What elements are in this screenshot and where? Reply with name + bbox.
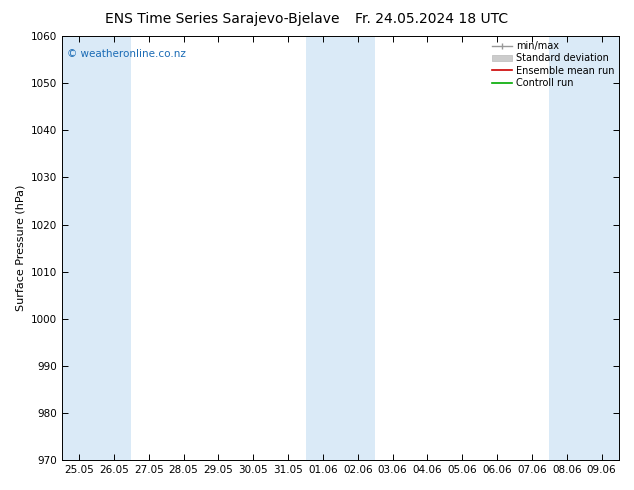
Bar	[549, 36, 619, 460]
Text: Fr. 24.05.2024 18 UTC: Fr. 24.05.2024 18 UTC	[354, 12, 508, 26]
Y-axis label: Surface Pressure (hPa): Surface Pressure (hPa)	[15, 185, 25, 311]
Text: ENS Time Series Sarajevo-Bjelave: ENS Time Series Sarajevo-Bjelave	[105, 12, 339, 26]
Bar	[306, 36, 375, 460]
Legend: min/max, Standard deviation, Ensemble mean run, Controll run: min/max, Standard deviation, Ensemble me…	[490, 39, 616, 90]
Text: © weatheronline.co.nz: © weatheronline.co.nz	[67, 49, 186, 59]
Bar	[61, 36, 131, 460]
